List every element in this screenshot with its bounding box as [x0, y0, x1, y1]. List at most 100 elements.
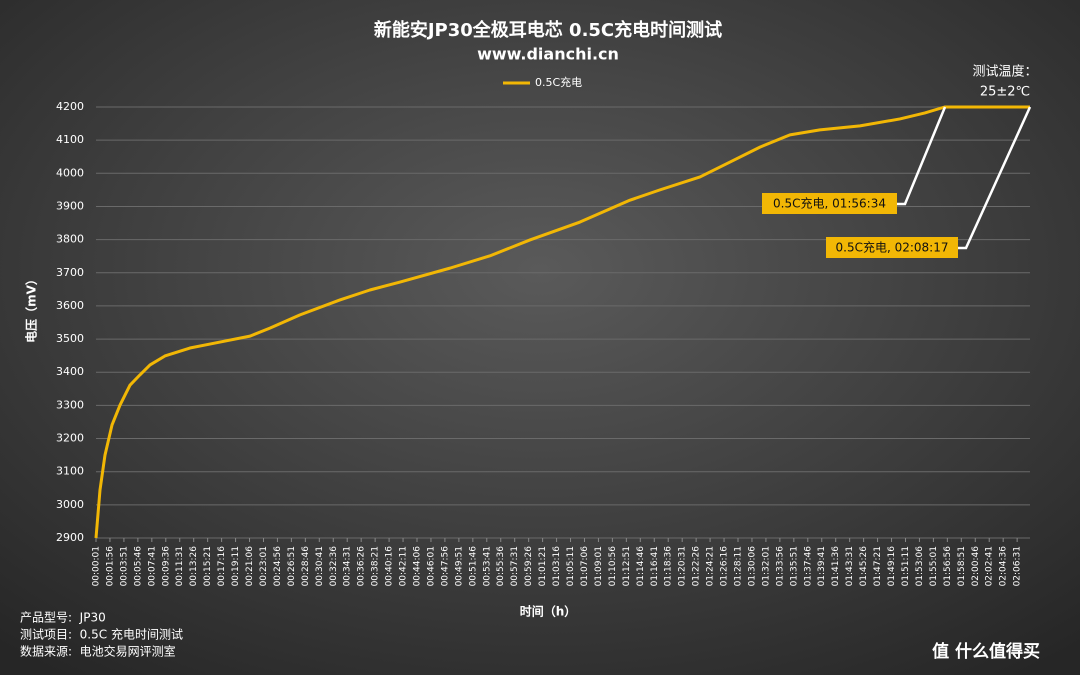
footer-text: 测试项目: 0.5C 充电时间测试	[20, 627, 183, 642]
x-tick-label: 01:16:41	[650, 546, 660, 586]
x-tick-label: 00:46:01	[426, 546, 436, 586]
x-tick-label: 00:15:21	[203, 546, 213, 586]
y-tick-label: 3600	[56, 299, 84, 312]
legend-label: 0.5C充电	[535, 75, 582, 89]
x-tick-label: 00:11:31	[175, 546, 185, 586]
x-tick-label: 01:45:26	[859, 546, 869, 587]
x-tick-label: 00:03:51	[119, 546, 129, 586]
x-tick-label: 00:07:41	[147, 546, 157, 586]
x-tick-label: 00:00:01	[92, 546, 102, 586]
y-tick-label: 3400	[56, 365, 84, 378]
x-tick-label: 00:47:56	[440, 546, 450, 587]
x-tick-label: 00:23:01	[259, 546, 269, 586]
x-tick-label: 01:24:21	[706, 546, 716, 586]
y-tick-label: 3000	[56, 498, 84, 511]
annotation: 0.5C充电, 01:56:34	[773, 196, 886, 211]
x-tick-label: 00:40:16	[385, 546, 395, 587]
chart-subtitle: www.dianchi.cn	[477, 45, 619, 64]
x-tick-label: 01:55:01	[929, 546, 939, 586]
x-axis-label: 时间（h）	[520, 604, 577, 619]
x-tick-label: 01:41:36	[831, 546, 841, 587]
x-tick-label: 00:26:51	[287, 546, 297, 586]
x-tick-label: 00:21:06	[245, 546, 255, 587]
x-tick-label: 01:35:51	[789, 546, 799, 586]
x-tick-label: 01:30:06	[747, 546, 757, 587]
x-tick-label: 01:33:56	[775, 546, 785, 587]
x-tick-label: 01:14:46	[636, 546, 646, 587]
x-tick-label: 00:57:31	[510, 546, 520, 586]
annotation-box	[762, 193, 897, 214]
x-tick-label: 00:19:11	[231, 546, 241, 586]
x-tick-label: 01:10:56	[608, 546, 618, 587]
x-tick-label: 00:42:11	[399, 546, 409, 586]
y-tick-label: 3500	[56, 332, 84, 345]
x-tick-label: 01:51:11	[901, 546, 911, 586]
x-tick-label: 02:02:41	[985, 546, 995, 586]
x-tick-label: 01:26:16	[720, 546, 730, 587]
x-tick-label: 01:01:21	[538, 546, 548, 586]
x-tick-label: 00:55:36	[496, 546, 506, 587]
x-tick-label: 01:05:11	[566, 546, 576, 586]
y-tick-label: 3900	[56, 199, 84, 212]
annotation: 0.5C充电, 02:08:17	[836, 240, 949, 255]
y-tick-label: 3100	[56, 465, 84, 478]
x-tick-label: 01:58:51	[957, 546, 967, 586]
x-tick-label: 02:00:46	[971, 546, 981, 587]
x-tick-label: 00:38:21	[371, 546, 381, 586]
watermark: 值 什么值得买	[932, 641, 1040, 662]
x-tick-label: 01:37:46	[803, 546, 813, 587]
x-tick-label: 01:39:41	[817, 546, 827, 586]
x-tick-label: 01:07:06	[580, 546, 590, 587]
x-tick-label: 01:12:51	[622, 546, 632, 586]
x-tick-label: 00:17:16	[217, 546, 227, 587]
x-tick-label: 00:09:36	[161, 546, 171, 587]
x-tick-label: 01:47:21	[873, 546, 883, 586]
x-tick-label: 00:51:46	[468, 546, 478, 587]
y-tick-label: 3800	[56, 233, 84, 246]
x-tick-label: 00:34:31	[343, 546, 353, 586]
x-tick-label: 00:59:26	[524, 546, 534, 587]
x-tick-label: 00:44:06	[413, 546, 423, 587]
x-tick-label: 00:24:56	[273, 546, 283, 587]
footer-text: 产品型号: JP30	[20, 611, 106, 625]
y-tick-label: 3700	[56, 266, 84, 279]
chart-title: 新能安JP30全极耳电芯 0.5C充电时间测试	[374, 19, 722, 41]
data-line	[94, 105, 1030, 539]
x-tick-label: 00:36:26	[357, 546, 367, 587]
footer-text: 数据来源: 电池交易网评测室	[20, 644, 176, 659]
x-tick-label: 01:18:36	[664, 546, 674, 587]
y-axis-label: 电压（mV）	[24, 273, 39, 343]
x-tick-label: 01:09:01	[594, 546, 604, 586]
x-tick-label: 01:32:01	[761, 546, 771, 586]
x-tick-label: 00:53:41	[482, 546, 492, 586]
y-tick-label: 2900	[56, 531, 84, 544]
temperature-note: 测试温度：	[972, 64, 1037, 80]
y-tick-label: 3200	[56, 432, 84, 445]
x-tick-label: 01:22:26	[692, 546, 702, 587]
x-tick-label: 02:04:36	[999, 546, 1009, 587]
x-tick-label: 02:06:31	[1013, 546, 1023, 586]
annotation-box	[826, 237, 958, 258]
x-tick-label: 01:28:11	[734, 546, 744, 586]
x-tick-label: 01:20:31	[678, 546, 688, 586]
x-tick-label: 00:05:46	[133, 546, 143, 587]
y-tick-label: 4200	[56, 100, 84, 113]
y-tick-label: 4000	[56, 166, 84, 179]
x-tick-label: 01:53:06	[915, 546, 925, 587]
y-tick-label: 4100	[56, 133, 84, 146]
x-tick-label: 00:13:26	[189, 546, 199, 587]
leader-line	[897, 106, 947, 206]
x-tick-label: 00:28:46	[301, 546, 311, 587]
y-tick-label: 3300	[56, 398, 84, 411]
x-tick-label: 01:03:16	[552, 546, 562, 587]
temperature-note: 25±2℃	[980, 85, 1030, 100]
x-tick-label: 00:01:56	[105, 546, 115, 587]
x-tick-label: 00:49:51	[454, 546, 464, 586]
x-tick-label: 00:32:36	[329, 546, 339, 587]
x-tick-label: 01:43:31	[845, 546, 855, 586]
x-tick-label: 01:49:16	[887, 546, 897, 587]
x-tick-label: 01:56:56	[943, 546, 953, 587]
leader-line	[958, 106, 1032, 250]
